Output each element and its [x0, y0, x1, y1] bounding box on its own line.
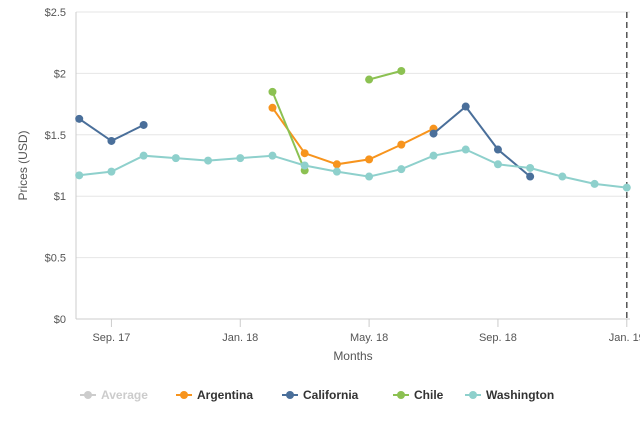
data-point-washington[interactable]	[300, 161, 309, 170]
data-point-washington[interactable]	[526, 163, 535, 172]
data-point-washington[interactable]	[107, 167, 116, 176]
gridlines	[76, 11, 630, 259]
legend-label: Washington	[486, 388, 554, 402]
data-point-washington[interactable]	[75, 171, 84, 180]
plot-area	[75, 12, 631, 319]
y-tick-label: $2	[54, 68, 66, 80]
series-line-chile	[271, 91, 306, 171]
x-tick-label: Jan. 19	[609, 332, 640, 344]
data-point-argentina[interactable]	[332, 160, 341, 169]
data-point-washington[interactable]	[493, 160, 502, 169]
legend-item-california[interactable]: California	[282, 388, 359, 402]
data-point-california[interactable]	[139, 120, 148, 129]
data-point-california[interactable]	[429, 129, 438, 138]
data-point-chile[interactable]	[397, 66, 406, 75]
y-tick-label: $2.5	[45, 7, 66, 19]
x-tick-label: Sep. 18	[479, 332, 517, 344]
data-point-washington[interactable]	[429, 151, 438, 160]
legend-label: Chile	[414, 388, 444, 402]
data-point-washington[interactable]	[268, 151, 277, 160]
data-point-washington[interactable]	[139, 151, 148, 160]
data-point-california[interactable]	[461, 102, 470, 111]
data-point-washington[interactable]	[397, 165, 406, 174]
data-point-california[interactable]	[75, 114, 84, 123]
x-tick-label: Jan. 18	[222, 332, 258, 344]
series-argentina	[268, 103, 438, 169]
data-point-washington[interactable]	[332, 167, 341, 176]
legend-symbol-marker	[286, 391, 294, 399]
legend-item-average[interactable]: Average	[80, 388, 148, 402]
series-line-washington	[79, 148, 627, 189]
x-tick-label: Sep. 17	[92, 332, 130, 344]
y-axis: $0 $0.5 $1 $1.5 $2 $2.5	[45, 7, 77, 326]
legend-symbol-marker	[397, 391, 405, 399]
x-axis: Sep. 17 Jan. 18 May. 18 Sep. 18 Jan. 19	[76, 318, 640, 344]
data-point-washington[interactable]	[171, 154, 180, 163]
series-washington	[75, 145, 631, 192]
legend-label: California	[303, 388, 359, 402]
y-tick-label: $0	[54, 314, 66, 326]
y-tick-label: $1.5	[45, 130, 66, 142]
x-axis-title: Months	[333, 349, 372, 363]
legend-label: Argentina	[197, 388, 253, 402]
data-point-washington[interactable]	[622, 183, 631, 192]
data-point-washington[interactable]	[204, 156, 213, 165]
data-point-argentina[interactable]	[300, 149, 309, 158]
data-point-chile[interactable]	[268, 87, 277, 96]
x-tick-label: May. 18	[350, 332, 388, 344]
data-point-washington[interactable]	[461, 145, 470, 154]
data-point-california[interactable]	[493, 145, 502, 154]
legend-label: Average	[101, 388, 148, 402]
data-point-argentina[interactable]	[268, 103, 277, 112]
legend-symbol-marker	[469, 391, 477, 399]
legend-item-chile[interactable]: Chile	[393, 388, 444, 402]
data-point-california[interactable]	[526, 172, 535, 181]
data-point-washington[interactable]	[236, 154, 245, 163]
series-line-argentina	[271, 107, 434, 166]
legend-item-washington[interactable]: Washington	[465, 388, 554, 402]
series-california	[75, 102, 535, 181]
data-point-chile[interactable]	[365, 75, 374, 84]
data-point-washington[interactable]	[590, 179, 599, 188]
data-point-washington[interactable]	[558, 172, 567, 181]
series-line-chile	[368, 69, 402, 81]
y-tick-label: $1	[54, 191, 66, 203]
y-tick-label: $0.5	[45, 253, 66, 265]
series-chile	[268, 66, 406, 175]
data-point-california[interactable]	[107, 136, 116, 145]
data-point-argentina[interactable]	[397, 140, 406, 149]
legend-symbol-marker	[180, 391, 188, 399]
data-point-argentina[interactable]	[365, 155, 374, 164]
legend: Average Argentina California Chile Washingto…	[80, 388, 554, 402]
data-point-washington[interactable]	[365, 172, 374, 181]
y-axis-title: Prices (USD)	[16, 130, 30, 200]
legend-item-argentina[interactable]: Argentina	[176, 388, 253, 402]
series-line-california	[432, 105, 531, 178]
legend-symbol-marker	[84, 391, 92, 399]
